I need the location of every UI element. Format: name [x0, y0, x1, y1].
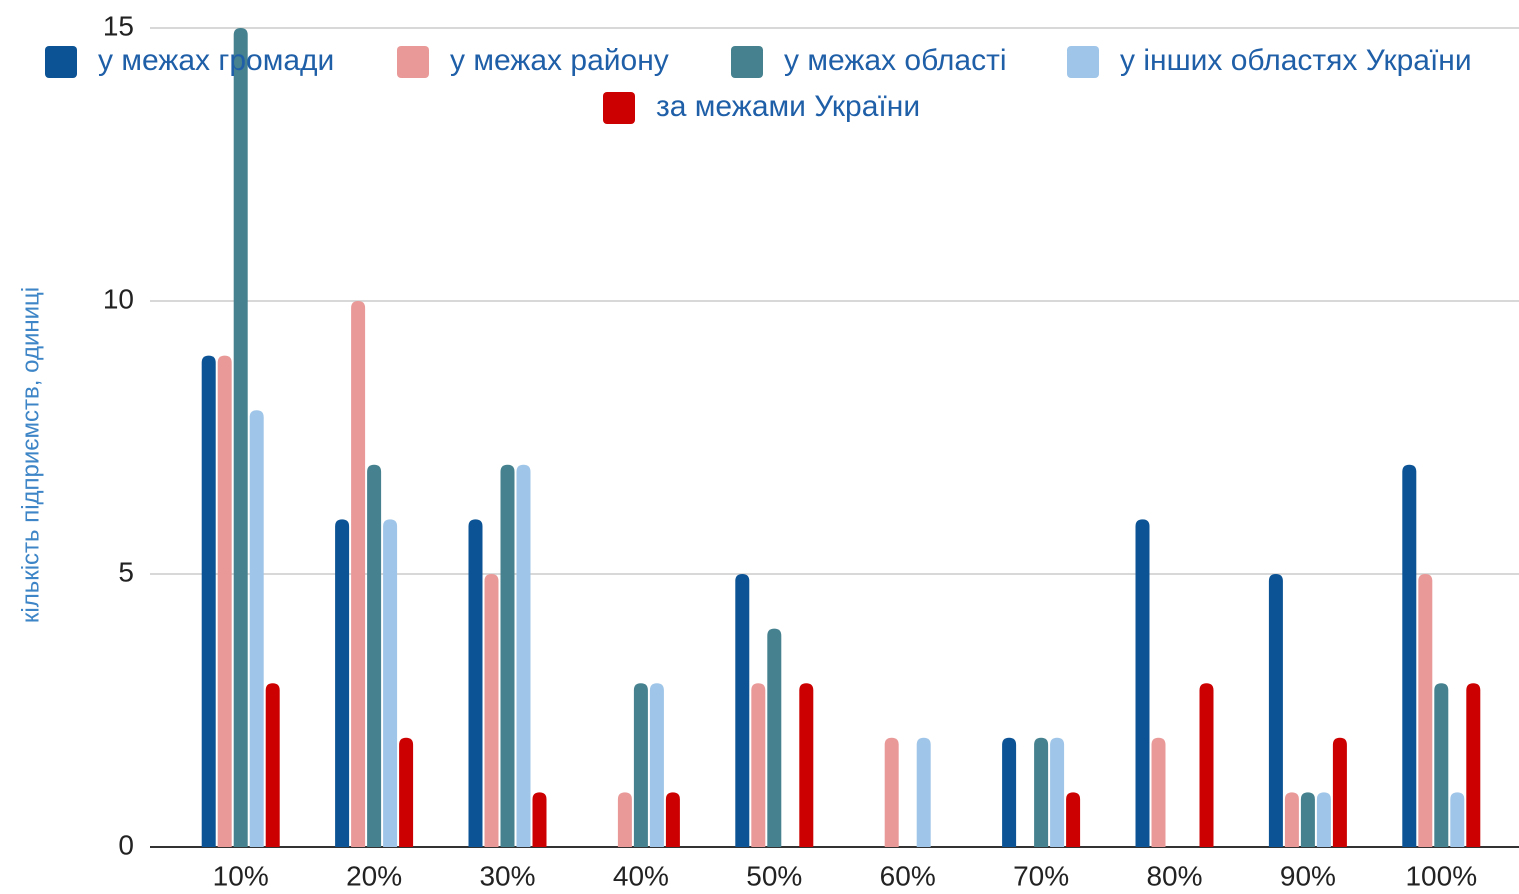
bar [1034, 737, 1049, 847]
bar [665, 792, 680, 847]
bar [399, 737, 414, 847]
bar [1135, 519, 1150, 847]
bar [217, 355, 232, 847]
bar [633, 683, 648, 847]
bar [335, 519, 350, 847]
legend-label: у інших областях України [1120, 44, 1472, 77]
bar [351, 301, 366, 847]
y-tick-label: 0 [118, 829, 134, 860]
bar [1316, 792, 1331, 847]
bar [1450, 792, 1465, 847]
bar [1332, 737, 1347, 847]
bar [516, 464, 531, 847]
bar [367, 464, 382, 847]
x-tick-label: 70% [1013, 860, 1069, 891]
x-tick-label: 30% [479, 860, 535, 891]
x-tick-label: 40% [613, 860, 669, 891]
x-tick-label: 60% [880, 860, 936, 891]
bar [201, 355, 216, 847]
legend-swatch [45, 46, 77, 78]
bar [799, 683, 814, 847]
bar [468, 519, 483, 847]
x-tick-label: 100% [1405, 860, 1477, 891]
bar [767, 628, 782, 847]
bar [1284, 792, 1299, 847]
legend-label: у межах громади [98, 44, 334, 77]
bar [383, 519, 398, 847]
bar [1002, 737, 1017, 847]
x-tick-label: 20% [346, 860, 402, 891]
y-tick-label: 15 [103, 10, 134, 41]
legend-swatch [397, 46, 429, 78]
y-axis-title: кількість підприємств, одиниці [17, 287, 44, 623]
bar [532, 792, 547, 847]
bar [751, 683, 766, 847]
bar [1434, 683, 1449, 847]
bar [1199, 683, 1214, 847]
bar [484, 574, 499, 847]
legend-swatch [603, 92, 635, 124]
bar [233, 28, 248, 847]
legend-swatch [731, 46, 763, 78]
x-tick-label: 10% [213, 860, 269, 891]
x-tick-label: 50% [746, 860, 802, 891]
bar [1466, 683, 1481, 847]
x-tick-label: 90% [1280, 860, 1336, 891]
bar [1300, 792, 1315, 847]
bar [249, 410, 264, 847]
bar [1268, 574, 1283, 847]
bar [500, 464, 515, 847]
bar [1151, 737, 1166, 847]
legend-label: за межами України [656, 90, 920, 123]
y-tick-label: 10 [103, 283, 134, 314]
bar [884, 737, 899, 847]
x-tick-label: 80% [1146, 860, 1202, 891]
y-tick-label: 5 [118, 556, 134, 587]
legend-label: у межах району [450, 44, 669, 77]
bar [265, 683, 280, 847]
bar [735, 574, 750, 847]
bar [1418, 574, 1433, 847]
bar [916, 737, 931, 847]
bar [1066, 792, 1081, 847]
bar [649, 683, 664, 847]
legend-swatch [1067, 46, 1099, 78]
bar [1050, 737, 1065, 847]
bar [617, 792, 632, 847]
legend-label: у межах області [784, 44, 1007, 77]
bar [1402, 464, 1417, 847]
